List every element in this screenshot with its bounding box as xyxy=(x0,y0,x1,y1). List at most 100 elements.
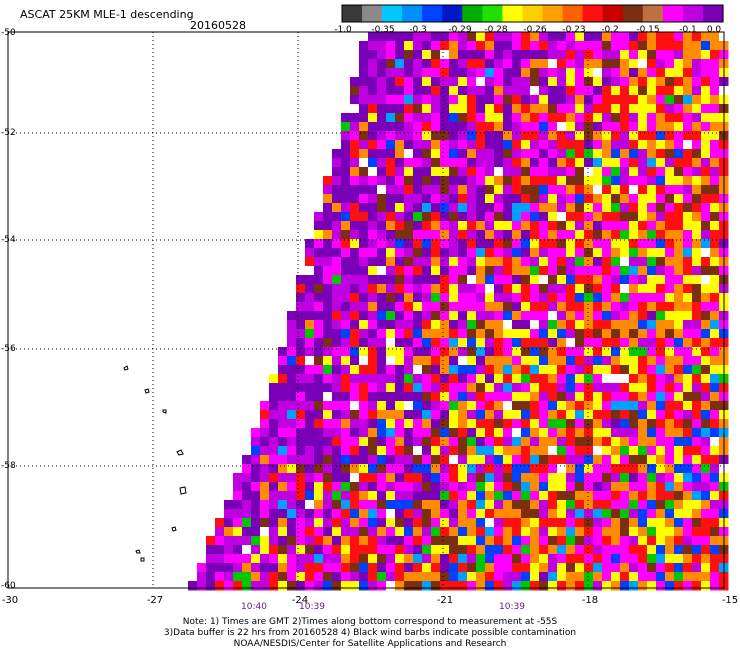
swath-cell xyxy=(710,527,720,537)
swath-cell xyxy=(404,428,414,438)
swath-cell xyxy=(575,356,585,366)
swath-cell xyxy=(332,563,342,573)
swath-cell xyxy=(557,347,567,357)
swath-cell xyxy=(485,338,495,348)
swath-cell xyxy=(611,329,621,339)
lon-label: -27 xyxy=(146,595,164,606)
swath-cell xyxy=(674,509,684,519)
swath-cell xyxy=(359,248,369,258)
swath-cell xyxy=(449,311,459,321)
swath-cell xyxy=(494,347,504,357)
swath-cell xyxy=(359,365,369,375)
swath-cell xyxy=(251,518,261,528)
swath-cell xyxy=(521,374,531,384)
swath-cell xyxy=(665,473,675,483)
swath-cell xyxy=(431,392,441,402)
swath-cell xyxy=(701,572,711,582)
swath-cell xyxy=(557,113,567,123)
swath-cell xyxy=(251,464,261,474)
swath-cell xyxy=(413,95,423,105)
time-label: 10:40 xyxy=(241,602,267,612)
swath-cell xyxy=(377,329,387,339)
swath-cell xyxy=(539,374,549,384)
swath-cell xyxy=(377,302,387,312)
swath-cell xyxy=(530,365,540,375)
swath-cell xyxy=(458,329,468,339)
swath-cell xyxy=(620,158,630,168)
swath-cell xyxy=(431,437,441,447)
swath-cell xyxy=(233,500,243,510)
swath-cell xyxy=(539,329,549,339)
swath-cell xyxy=(593,239,603,249)
swath-cell xyxy=(350,518,360,528)
swath-cell xyxy=(674,473,684,483)
swath-cell xyxy=(656,68,666,78)
swath-cell xyxy=(584,563,594,573)
swath-cell xyxy=(413,275,423,285)
swath-cell xyxy=(314,491,324,501)
swath-cell xyxy=(350,320,360,330)
swath-cell xyxy=(521,140,531,150)
swath-cell xyxy=(368,320,378,330)
swath-cell xyxy=(647,509,657,519)
swath-cell xyxy=(566,392,576,402)
swath-cell xyxy=(611,383,621,393)
swath-cell xyxy=(359,509,369,519)
swath-cell xyxy=(647,212,657,222)
swath-cell xyxy=(503,401,513,411)
lat-label: -54 xyxy=(1,235,16,245)
swath-cell xyxy=(539,527,549,537)
swath-cell xyxy=(539,419,549,429)
swath-cell xyxy=(620,122,630,132)
swath-cell xyxy=(278,536,288,546)
swath-cell xyxy=(710,500,720,510)
swath-cell xyxy=(431,500,441,510)
swath-cell xyxy=(638,176,648,186)
swath-cell xyxy=(341,482,351,492)
swath-cell xyxy=(674,419,684,429)
swath-cell xyxy=(296,563,306,573)
swath-cell xyxy=(710,329,720,339)
swath-cell xyxy=(287,383,297,393)
swath-cell xyxy=(665,563,675,573)
swath-cell xyxy=(620,77,630,87)
swath-cell xyxy=(566,365,576,375)
swath-cell xyxy=(539,410,549,420)
swath-cell xyxy=(386,428,396,438)
swath-cell xyxy=(485,527,495,537)
swath-cell xyxy=(710,437,720,447)
swath-cell xyxy=(683,554,693,564)
swath-cell xyxy=(494,212,504,222)
swath-cell xyxy=(314,527,324,537)
swath-cell xyxy=(701,356,711,366)
swath-cell xyxy=(269,536,279,546)
swath-cell xyxy=(494,122,504,132)
swath-cell xyxy=(611,122,621,132)
swath-cell xyxy=(395,176,405,186)
swath-cell xyxy=(323,518,333,528)
swath-cell xyxy=(431,302,441,312)
swath-cell xyxy=(593,311,603,321)
swath-cell xyxy=(548,302,558,312)
swath-cell xyxy=(665,338,675,348)
swath-cell xyxy=(458,464,468,474)
swath-cell xyxy=(413,437,423,447)
swath-cell xyxy=(341,320,351,330)
swath-cell xyxy=(539,482,549,492)
swath-cell xyxy=(674,68,684,78)
swath-cell xyxy=(422,527,432,537)
swath-cell xyxy=(683,545,693,555)
swath-cell xyxy=(674,518,684,528)
swath-cell xyxy=(665,86,675,96)
swath-cell xyxy=(683,293,693,303)
swath-cell xyxy=(566,302,576,312)
swath-cell xyxy=(449,554,459,564)
swath-cell xyxy=(449,239,459,249)
swath-cell xyxy=(530,77,540,87)
swath-cell xyxy=(341,374,351,384)
swath-cell xyxy=(548,77,558,87)
swath-cell xyxy=(494,167,504,177)
swath-cell xyxy=(422,311,432,321)
swath-cell xyxy=(341,455,351,465)
swath-cell xyxy=(665,482,675,492)
